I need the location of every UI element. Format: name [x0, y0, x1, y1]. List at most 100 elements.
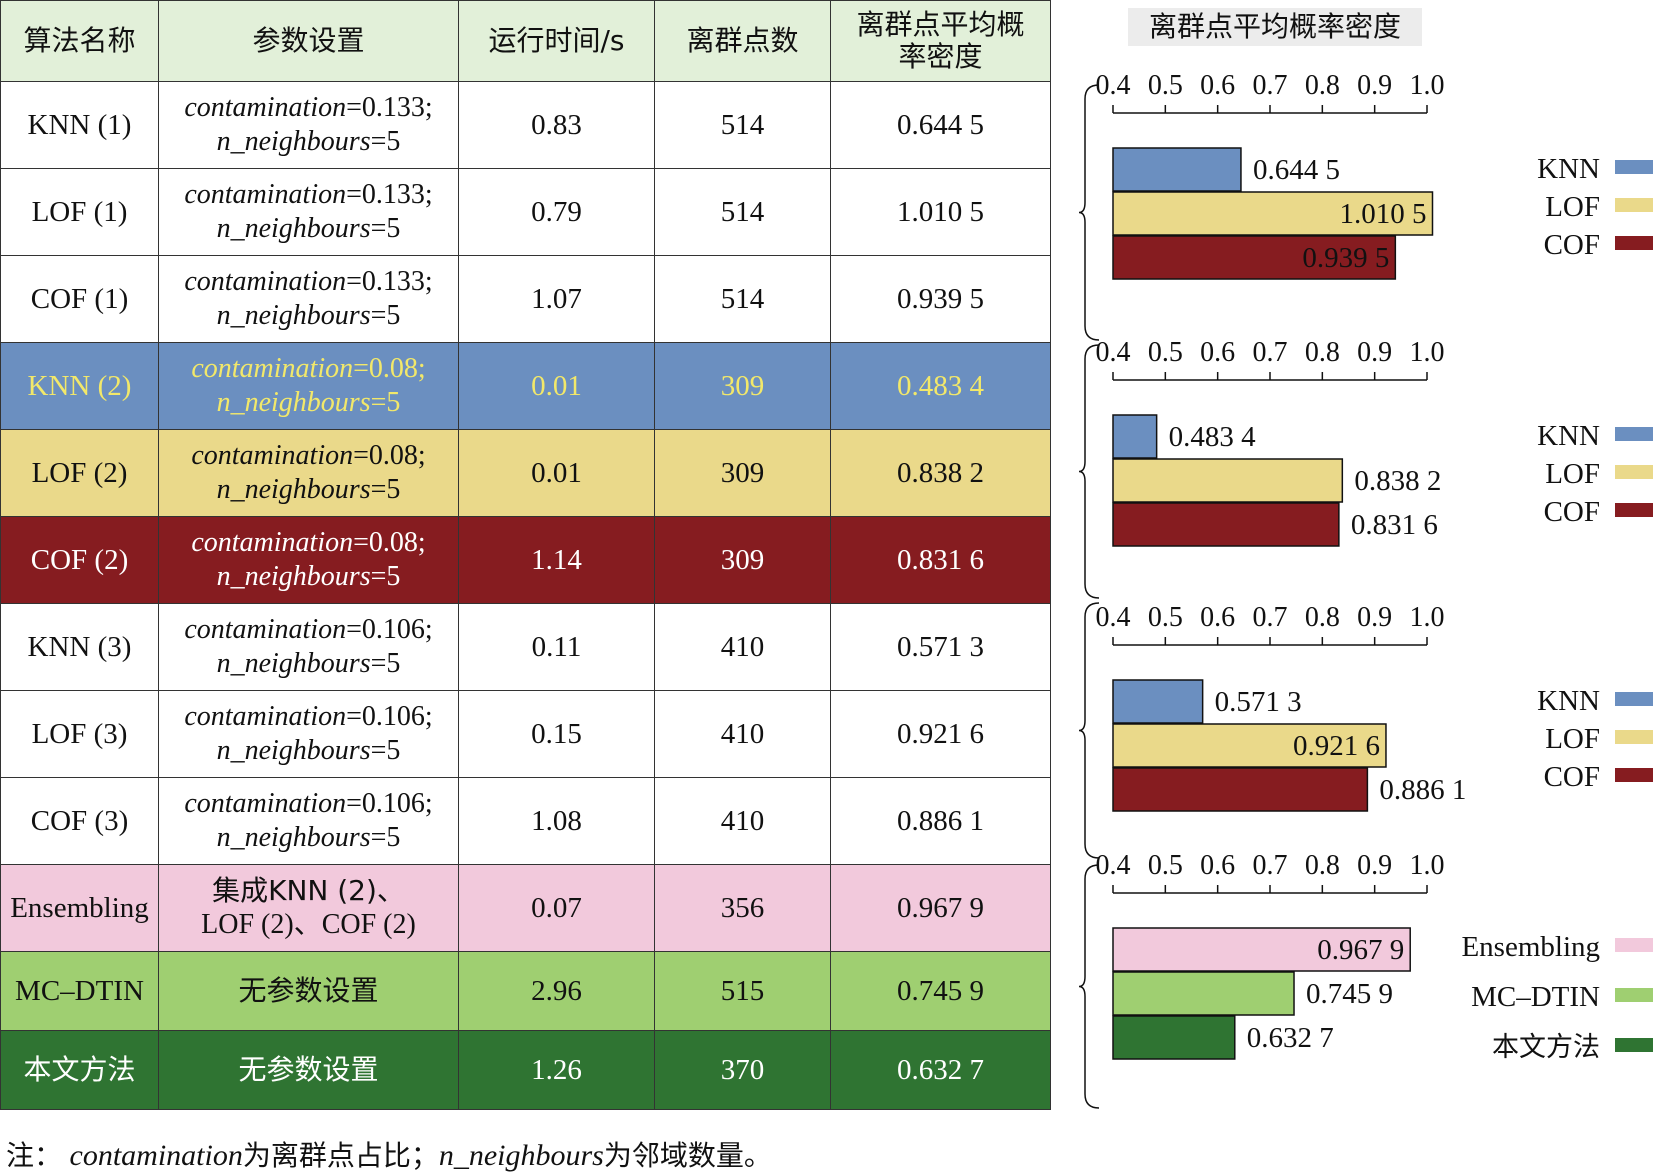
legend-label: COF [1544, 496, 1600, 528]
param-line-2: n_neighbours=5 [216, 648, 401, 679]
cell-parameters: contamination=0.133; n_neighbours=5 [158, 255, 459, 343]
cell-avg-density: 0.571 3 [830, 603, 1051, 691]
cell-avg-density: 0.745 9 [830, 951, 1051, 1031]
cell-outlier-count: 410 [654, 690, 831, 778]
cell-outlier-count: 356 [654, 864, 831, 952]
bar [1112, 927, 1411, 972]
table-row: KNN (2) contamination=0.08; n_neighbours=5… [0, 342, 1051, 430]
group-brace [1078, 344, 1100, 599]
x-tick-label: 1.0 [1410, 70, 1445, 101]
table-row: MC–DTIN 无参数设置 2.96 515 0.745 9 [0, 951, 1051, 1031]
x-tick-label: 0.6 [1200, 602, 1235, 633]
data-label: 0.967 9 [1317, 934, 1404, 966]
x-tick-label: 0.9 [1357, 70, 1392, 101]
legend-swatch [1615, 465, 1653, 479]
chart-title: 离群点平均概率密度 [1128, 8, 1422, 46]
legend-label: KNN [1537, 153, 1600, 185]
cell-algorithm: Ensembling [0, 864, 159, 952]
bar [1112, 147, 1242, 192]
cell-runtime: 1.07 [458, 255, 655, 343]
legend-swatch [1615, 692, 1653, 706]
cell-algorithm: COF (2) [0, 516, 159, 604]
table-row: KNN (3) contamination=0.106; n_neighbours=… [0, 603, 1051, 691]
table-row: COF (1) contamination=0.133; n_neighbours=… [0, 255, 1051, 343]
param-line-2: n_neighbours=5 [216, 735, 401, 766]
param-line-2: n_neighbours=5 [216, 213, 401, 244]
bar [1112, 458, 1344, 503]
cell-algorithm: KNN (3) [0, 603, 159, 691]
x-tick-label: 0.9 [1357, 850, 1392, 881]
x-tick-label: 0.7 [1253, 850, 1288, 881]
data-label: 0.571 3 [1215, 686, 1302, 718]
header-outlier-count: 离群点数 [654, 0, 831, 82]
legend-label: 本文方法 [1492, 1032, 1600, 1063]
legend-swatch [1615, 1038, 1653, 1052]
x-tick-label: 0.7 [1253, 337, 1288, 368]
param-text: 无参数设置 [238, 1053, 379, 1086]
x-tick-label: 0.5 [1148, 602, 1183, 633]
legend-swatch [1615, 427, 1653, 441]
param-line-1: 集成KNN (2)、 [212, 874, 405, 907]
x-tick-label: 0.5 [1148, 337, 1183, 368]
cell-parameters: contamination=0.133; n_neighbours=5 [158, 168, 459, 256]
cell-outlier-count: 514 [654, 81, 831, 169]
cell-runtime: 0.11 [458, 603, 655, 691]
x-tick-label: 0.8 [1305, 337, 1340, 368]
cell-avg-density: 0.632 7 [830, 1030, 1051, 1110]
cell-parameters: 集成KNN (2)、 LOF (2)、COF (2) [158, 864, 459, 952]
x-tick-label: 0.6 [1200, 337, 1235, 368]
bar [1112, 1015, 1236, 1060]
x-tick-label: 0.4 [1096, 602, 1131, 633]
param-line-1: contamination=0.106; [184, 614, 433, 645]
x-tick-label: 1.0 [1410, 602, 1445, 633]
cell-runtime: 1.26 [458, 1030, 655, 1110]
cell-parameters: contamination=0.08; n_neighbours=5 [158, 429, 459, 517]
legend-label: COF [1544, 229, 1600, 261]
data-label: 0.886 1 [1379, 774, 1466, 806]
note-term-neighbours: n_neighbours [438, 1139, 604, 1172]
legend-swatch [1615, 938, 1653, 952]
cell-parameters: contamination=0.08; n_neighbours=5 [158, 342, 459, 430]
table-row: LOF (1) contamination=0.133; n_neighbours=… [0, 168, 1051, 256]
table-header-row: 算法名称 参数设置 运行时间/s 离群点数 离群点平均概率密度 [0, 0, 1051, 82]
x-tick-label: 0.5 [1148, 850, 1183, 881]
x-tick-label: 0.6 [1200, 850, 1235, 881]
legend-swatch [1615, 730, 1653, 744]
cell-algorithm: LOF (1) [0, 168, 159, 256]
table-row: COF (2) contamination=0.08; n_neighbours=5… [0, 516, 1051, 604]
param-text: 无参数设置 [238, 974, 379, 1007]
x-tick-label: 1.0 [1410, 337, 1445, 368]
data-label: 0.644 5 [1253, 154, 1340, 186]
cell-algorithm: MC–DTIN [0, 951, 159, 1031]
param-line-1: contamination=0.133; [184, 92, 433, 123]
data-label: 0.632 7 [1247, 1022, 1334, 1054]
cell-parameters: contamination=0.08; n_neighbours=5 [158, 516, 459, 604]
legend-swatch [1615, 503, 1653, 517]
cell-avg-density: 0.967 9 [830, 864, 1051, 952]
x-tick-label: 0.4 [1096, 850, 1131, 881]
param-line-1: contamination=0.08; [191, 440, 426, 471]
cell-runtime: 2.96 [458, 951, 655, 1031]
param-line-1: contamination=0.133; [184, 179, 433, 210]
cell-parameters: 无参数设置 [158, 1030, 459, 1110]
param-line-1: contamination=0.08; [191, 353, 426, 384]
legend-swatch [1615, 768, 1653, 782]
legend-swatch [1615, 988, 1653, 1002]
cell-avg-density: 0.838 2 [830, 429, 1051, 517]
param-line-2: n_neighbours=5 [216, 126, 401, 157]
cell-algorithm: COF (3) [0, 777, 159, 865]
group-brace [1078, 84, 1100, 341]
header-parameters: 参数设置 [158, 0, 459, 82]
cell-parameters: contamination=0.106; n_neighbours=5 [158, 777, 459, 865]
x-tick-label: 0.9 [1357, 602, 1392, 633]
param-line-1: contamination=0.106; [184, 701, 433, 732]
bar [1112, 723, 1387, 768]
cell-outlier-count: 309 [654, 516, 831, 604]
x-tick-label: 0.5 [1148, 70, 1183, 101]
table-note: 注： contamination为离群点占比；n_neighbours为邻域数量… [6, 1134, 772, 1174]
bar [1112, 679, 1204, 724]
legend-swatch [1615, 198, 1653, 212]
x-tick-label: 0.7 [1253, 70, 1288, 101]
cell-outlier-count: 370 [654, 1030, 831, 1110]
